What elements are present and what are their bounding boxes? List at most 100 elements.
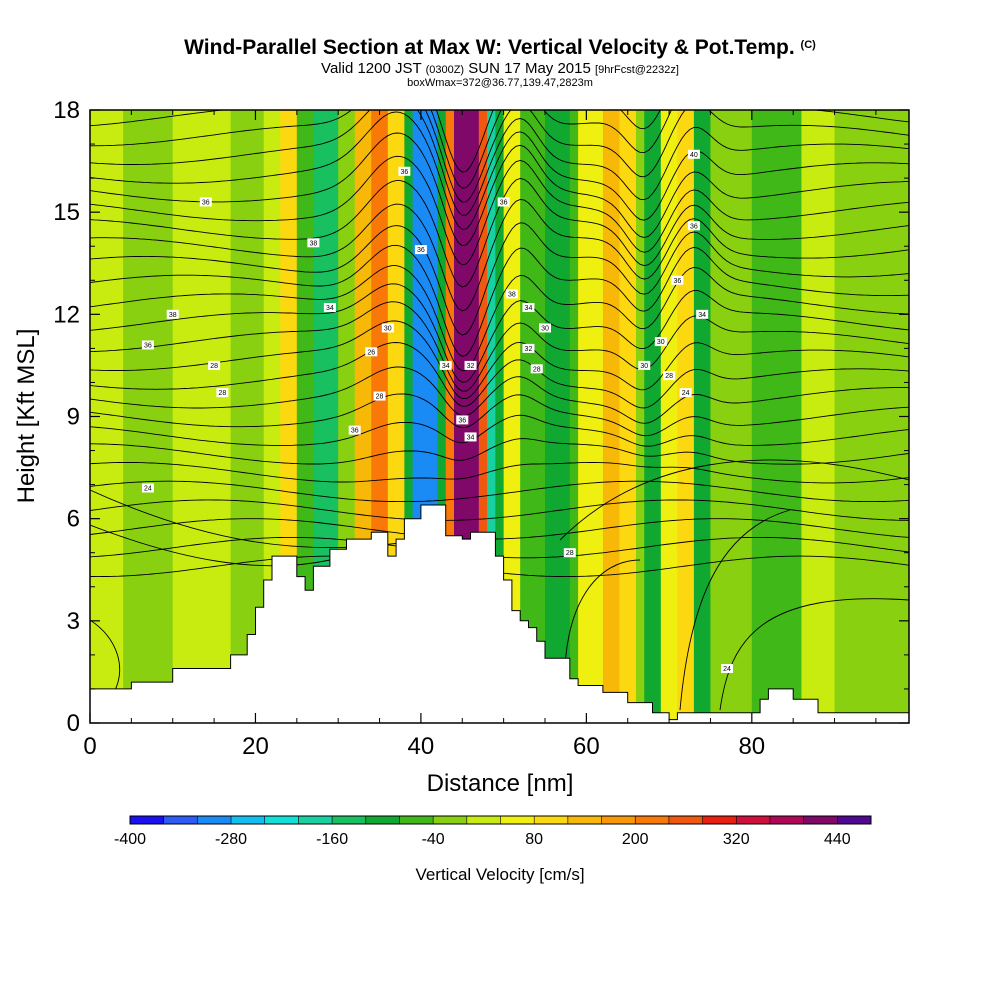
contour-label-text: 28 (566, 550, 574, 557)
velocity-cell (445, 110, 455, 723)
contour-label-bg (696, 309, 709, 319)
colorbar-swatch (534, 816, 569, 824)
contour-label-text: 36 (673, 278, 681, 285)
contour-label-bg (654, 337, 667, 347)
velocity-cell (487, 110, 496, 723)
contour-label: 34 (439, 360, 452, 370)
contour-label-text: 36 (417, 247, 425, 254)
velocity-cell (834, 110, 909, 723)
contour-label-text: 36 (458, 417, 466, 424)
contour-label: 32 (522, 343, 535, 353)
colorbar-swatch (769, 816, 805, 824)
contour-label-bg (687, 221, 700, 231)
isentrope-line (90, 283, 909, 383)
velocity-cell (172, 110, 232, 723)
contour-label-text: 24 (144, 486, 152, 493)
colorbar-swatch (365, 816, 400, 824)
colorbar-swatch (130, 816, 165, 824)
x-tick-label: 20 (242, 733, 269, 760)
y-tick-label: 12 (53, 301, 80, 328)
colorbar-swatch (803, 816, 838, 824)
contour-label-bg (216, 388, 229, 398)
colorbar-swatch (298, 816, 333, 824)
y-tick-label: 9 (67, 404, 80, 431)
contour-label-text: 36 (500, 199, 508, 206)
velocity-cell (296, 110, 314, 723)
contour-label-bg (199, 197, 212, 207)
isentrope-line (90, 366, 909, 424)
colorbar-swatch (668, 816, 703, 824)
contour-label-bg (141, 483, 154, 493)
contour-label: 28 (216, 388, 229, 398)
contour-label: 34 (522, 303, 535, 313)
colorbar-label: Vertical Velocity [cm/s] (415, 865, 584, 884)
contour-label-text: 34 (467, 434, 475, 441)
colorbar-swatch (500, 816, 535, 824)
isentrope-line (679, 509, 791, 711)
contour-label-text: 28 (210, 363, 218, 370)
contour-label-text: 36 (400, 169, 408, 176)
velocity-cell (478, 110, 488, 723)
contour-label-text: 26 (367, 349, 375, 356)
velocity-cell (751, 110, 803, 723)
velocity-cell (636, 110, 645, 723)
x-tick-label: 40 (408, 733, 435, 760)
contour-label: 34 (464, 432, 477, 442)
colorbar-swatch (399, 816, 434, 824)
contour-label-bg (505, 289, 518, 299)
contour-label: 38 (166, 309, 179, 319)
isentrope-line (90, 480, 909, 503)
contour-label-bg (166, 309, 179, 319)
y-tick-label: 0 (67, 710, 80, 737)
contour-label: 36 (456, 415, 469, 425)
contour-label-text: 24 (723, 666, 731, 673)
contour-label: 34 (323, 303, 336, 313)
velocity-cell (693, 110, 712, 723)
colorbar-swatch (635, 816, 670, 824)
contour-label-bg (398, 166, 411, 176)
contour-label-text: 38 (309, 240, 317, 247)
isentrope-line (90, 462, 909, 484)
contour-label: 24 (679, 388, 692, 398)
contour-label: 36 (348, 425, 361, 435)
colorbar: -400 -280 -160 -40 80 200 320 440 (114, 815, 872, 848)
isentrope-line (559, 459, 909, 541)
contour-label-text: 30 (541, 325, 549, 332)
contour-label: 30 (654, 337, 667, 347)
isentrope-line (90, 393, 909, 437)
terrain-profile (89, 504, 910, 724)
contour-label-bg (348, 425, 361, 435)
contour-label: 28 (208, 360, 221, 370)
colorbar-swatch (466, 816, 501, 824)
contour-label-text: 38 (169, 312, 177, 319)
contour-label-bg (679, 388, 692, 398)
isentrope-line (719, 598, 909, 711)
contour-label: 28 (563, 548, 576, 558)
y-tick-label: 15 (53, 199, 80, 226)
terrain-shape (89, 504, 910, 724)
contour-label-bg (373, 391, 386, 401)
isentrope-line (90, 524, 331, 567)
contour-label: 26 (365, 347, 378, 357)
isentrope-line (90, 199, 909, 312)
colorbar-swatch (601, 816, 636, 824)
isentrope-line (90, 110, 909, 216)
contour-label-text: 36 (351, 428, 359, 435)
contour-label-text: 34 (442, 363, 450, 370)
title-forecast: [9hrFcst@2232z] (595, 64, 679, 76)
isentrope-line (90, 265, 909, 372)
velocity-cell (677, 110, 695, 723)
contour-label-bg (208, 360, 221, 370)
contour-label: 36 (687, 221, 700, 231)
velocity-cell (801, 110, 836, 723)
contour-label: 28 (663, 371, 676, 381)
isentrope-line (90, 320, 909, 400)
contour-label-text: 36 (202, 199, 210, 206)
contour-label-text: 38 (508, 291, 516, 298)
contour-label-text: 28 (376, 394, 384, 401)
velocity-cell (710, 110, 753, 723)
contour-label: 28 (530, 364, 543, 374)
title-valid-zulu: (0300Z) (425, 64, 465, 76)
velocity-cell (545, 110, 571, 723)
